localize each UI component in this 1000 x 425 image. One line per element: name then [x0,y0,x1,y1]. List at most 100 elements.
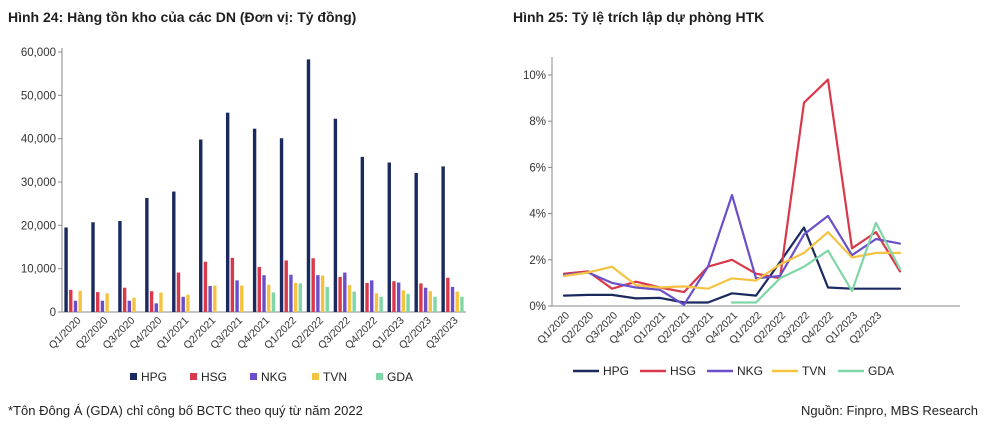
bar-nkg [100,300,105,312]
bar-tvn [428,291,432,312]
bar-hpg [145,198,149,312]
bar-hsg [419,283,423,312]
y-tick-label: 20,000 [21,220,56,232]
left-chart-title: Hình 24: Hàng tồn kho của các DN (Đơn vị… [8,9,357,25]
bar-hsg [122,287,127,312]
y-tick-label: 10% [523,70,546,82]
legend-swatch [250,373,257,380]
series-line-hsg [562,78,902,294]
legend-label: NKG [737,364,763,378]
bar-hpg [333,118,338,312]
bar-tvn [293,282,298,312]
bar-hsg [257,266,261,312]
bar-tvn [347,285,352,312]
legend-label: HPG [141,370,167,384]
bar-gda [460,296,464,312]
legend-label: TVN [802,364,826,378]
bar-hpg [441,166,445,312]
bar-hsg [149,291,154,312]
bar-tvn [401,290,406,312]
footnote: *Tôn Đông Á (GDA) chỉ công bố BCTC theo … [8,403,363,418]
bar-nkg [289,274,293,312]
legend-swatch [312,373,319,380]
bar-tvn [267,284,271,312]
bar-nkg [73,300,78,312]
bar-gda [325,286,329,312]
bar-nkg [235,280,239,312]
bar-nkg [450,286,455,312]
y-tick-label: 0% [529,301,546,313]
series-line-nkg [562,194,902,306]
bar-hsg [446,277,450,312]
bar-nkg [208,286,212,312]
bar-tvn [159,292,163,312]
right-chart-title: Hình 25: Tỷ lệ trích lập dự phòng HTK [513,9,765,25]
series-line-tvn [562,231,902,290]
bar-tvn [374,293,379,312]
bar-tvn [186,294,190,312]
bar-gda [433,296,437,312]
bar-tvn [455,291,459,312]
inventory-bar-chart: 010,00020,00030,00040,00050,00060,000Q1/… [21,47,466,384]
bar-hsg [365,282,369,312]
bar-nkg [396,282,401,312]
bar-hpg [172,191,176,312]
bar-hsg [69,289,73,312]
bar-hsg [176,272,181,312]
legend-label: HSG [670,364,696,378]
bar-tvn [320,275,325,312]
bar-hpg [252,128,257,312]
y-tick-label: 40,000 [21,134,56,146]
bar-hpg [225,112,230,313]
bar-gda [379,296,383,312]
bar-tvn [240,285,244,312]
y-tick-label: 0 [50,307,56,319]
bar-nkg [316,275,320,312]
y-tick-label: 2% [529,255,546,267]
bar-nkg [154,303,158,312]
bar-gda [298,283,303,312]
bar-hpg [414,172,418,312]
bar-tvn [132,297,136,312]
bar-nkg [423,287,428,312]
bar-hpg [91,222,95,312]
y-tick-label: 6% [529,162,546,174]
legend-swatch [130,373,137,380]
y-tick-label: 60,000 [21,47,56,59]
bar-hpg [199,139,203,312]
bar-nkg [343,272,347,312]
bar-hsg [203,261,208,312]
legend-label: GDA [868,364,894,378]
legend-swatch [376,373,383,380]
bar-hsg [284,260,288,312]
bar-gda [352,291,356,312]
bar-nkg [262,275,266,312]
series-line-gda [730,221,902,304]
y-tick-label: 4% [529,209,546,221]
bar-hsg [230,257,235,312]
bar-tvn [213,285,217,312]
legend-swatch [190,373,197,380]
bar-hpg [64,227,68,312]
bar-hsg [96,292,100,312]
bar-nkg [370,280,374,312]
bar-gda [406,293,410,312]
y-tick-label: 8% [529,116,546,128]
bar-tvn [105,293,109,312]
bar-hpg [118,221,122,312]
bar-hpg [387,162,391,312]
provision-line-chart: 0%2%4%6%8%10%Q1/2020Q2/2020Q3/2020Q4/202… [523,57,960,378]
bar-nkg [127,300,132,312]
bar-hpg [306,59,311,312]
bar-hsg [338,276,342,312]
bar-tvn [78,290,82,312]
bar-hsg [311,258,315,312]
legend-label: HSG [201,370,227,384]
legend-label: TVN [323,370,347,384]
bar-gda [271,292,276,312]
series-line-hpg [562,226,902,304]
source-note: Nguồn: Finpro, MBS Research [800,403,978,418]
legend-label: NKG [261,370,287,384]
y-tick-label: 30,000 [21,177,56,189]
bar-hpg [360,156,365,312]
